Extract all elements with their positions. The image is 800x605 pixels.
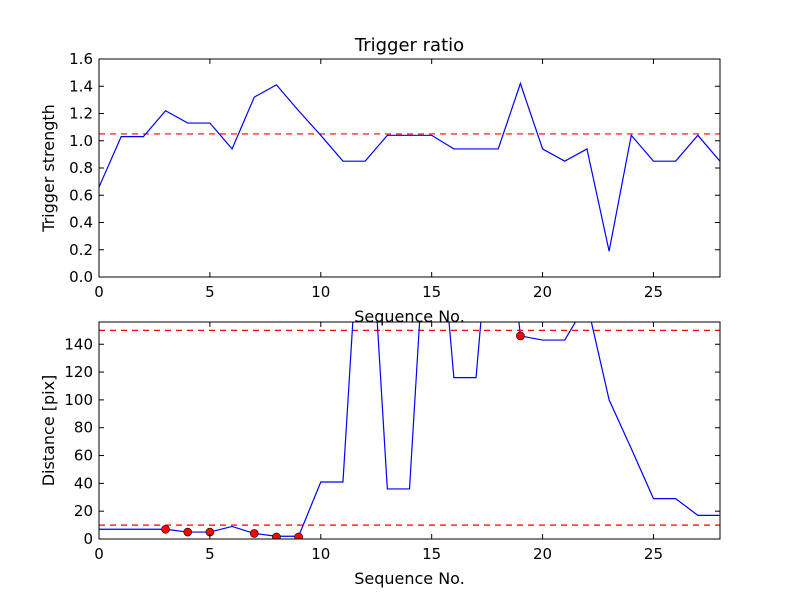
series-line xyxy=(99,122,720,537)
x-tick-label: 25 xyxy=(644,283,663,301)
x-tick-label: 0 xyxy=(94,545,104,563)
y-tick-label: 0.4 xyxy=(69,214,93,232)
marker-point xyxy=(295,533,303,541)
y-tick-label: 1.6 xyxy=(69,50,93,68)
marker-point xyxy=(272,533,280,541)
y-tick-label: 1.4 xyxy=(69,77,93,95)
x-tick-label: 5 xyxy=(205,283,215,301)
axes-frame xyxy=(99,59,720,277)
y-tick-label: 0.8 xyxy=(69,159,93,177)
y-axis-label: Distance [pix] xyxy=(39,375,58,487)
y-tick-label: 0.2 xyxy=(69,241,93,259)
y-tick-label: 20 xyxy=(74,502,93,520)
axes-frame xyxy=(99,322,720,539)
x-axis-label: Sequence No. xyxy=(354,569,465,588)
marker-point xyxy=(250,529,258,537)
y-tick-label: 1.2 xyxy=(69,105,93,123)
y-tick-label: 100 xyxy=(64,391,93,409)
y-tick-label: 140 xyxy=(64,335,93,353)
x-tick-label: 10 xyxy=(311,545,330,563)
y-tick-label: 80 xyxy=(74,419,93,437)
y-tick-label: 1.0 xyxy=(69,132,93,150)
x-tick-label: 20 xyxy=(533,545,552,563)
x-tick-label: 5 xyxy=(205,545,215,563)
y-tick-label: 120 xyxy=(64,363,93,381)
series-line xyxy=(99,84,720,252)
x-tick-label: 15 xyxy=(422,283,441,301)
y-tick-label: 0.6 xyxy=(69,186,93,204)
y-axis-label: Trigger strength xyxy=(39,104,58,233)
y-tick-label: 40 xyxy=(74,474,93,492)
y-tick-label: 0 xyxy=(83,530,93,548)
marker-point xyxy=(516,332,524,340)
x-tick-label: 10 xyxy=(311,283,330,301)
x-axis-label: Sequence No. xyxy=(354,307,465,326)
x-tick-label: 15 xyxy=(422,545,441,563)
x-tick-label: 25 xyxy=(644,545,663,563)
plot-area xyxy=(99,122,720,541)
chart-title: Trigger ratio xyxy=(354,35,464,56)
x-tick-label: 0 xyxy=(94,283,104,301)
y-tick-label: 0.0 xyxy=(69,268,93,286)
marker-point xyxy=(162,525,170,533)
plot-area xyxy=(99,84,720,252)
y-tick-label: 60 xyxy=(74,447,93,465)
x-tick-label: 20 xyxy=(533,283,552,301)
subplot-1: 0 5 10 15 20 25 0.0 0.2 0.4 0.6 0.8 1.0 1.2 1.4 1.6 Tri… xyxy=(39,35,720,326)
marker-point xyxy=(184,528,192,536)
